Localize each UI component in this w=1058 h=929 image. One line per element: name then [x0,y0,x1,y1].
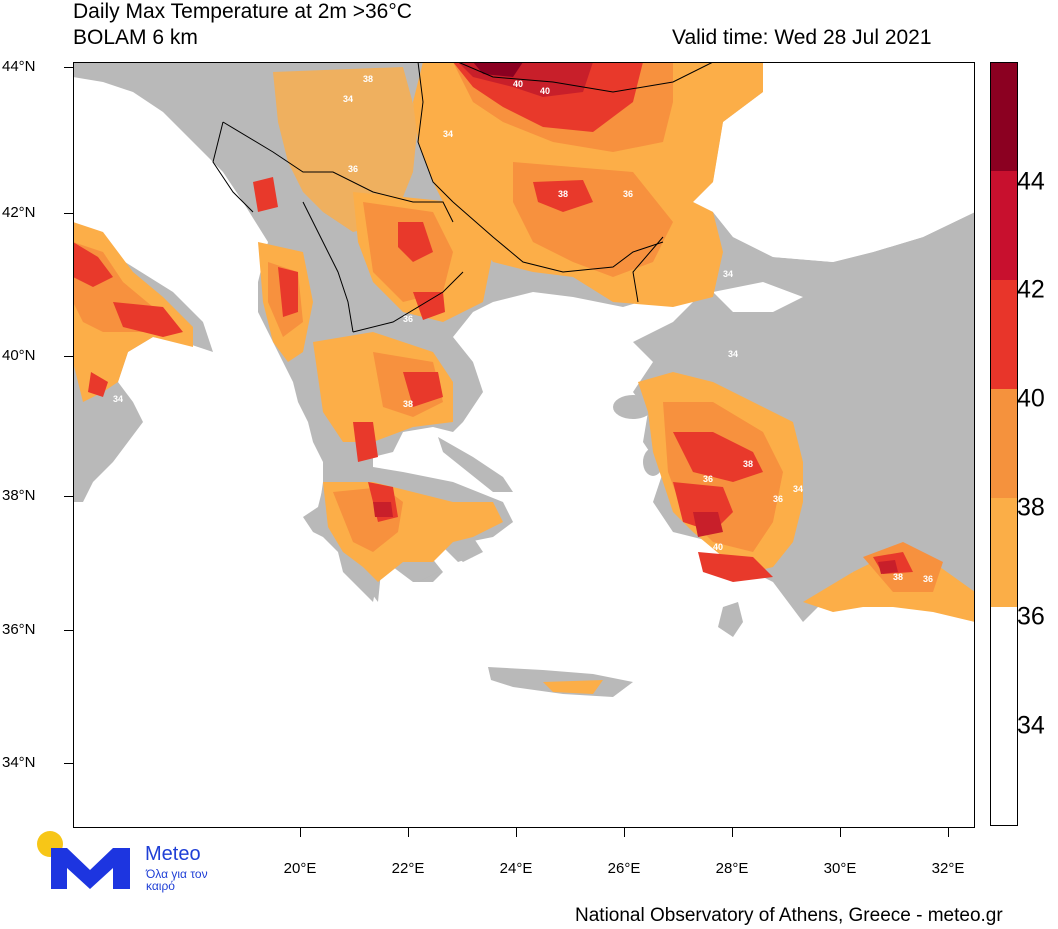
colorbar-segment-44-plus [991,63,1017,171]
contour-label: 38 [363,74,373,84]
lon-tick [408,828,409,837]
lat-label: 44°N [2,58,36,75]
black-sea [693,62,975,262]
temperature-map: 34 34 34 34 34 34 36 36 36 36 36 36 38 3… [73,62,975,828]
lon-tick [516,828,517,837]
lat-tick [64,496,73,497]
band-34-crete [543,680,603,694]
lesbos-landmass [613,395,653,419]
colorbar-segment-36-38 [991,498,1017,607]
contour-label: 38 [893,572,903,582]
contour-label: 38 [743,459,753,469]
footer-credit: National Observatory of Athens, Greece -… [575,905,1003,926]
lat-label: 36°N [2,621,36,638]
lon-tick [300,828,301,837]
colorbar-segment-42-44 [991,171,1017,280]
contour-label: 40 [540,86,550,96]
colorbar-label: 34 [1017,711,1045,740]
map-canvas: 34 34 34 34 34 34 36 36 36 36 36 36 38 3… [73,62,975,697]
country-borders [212,62,714,333]
lon-label: 22°E [391,860,425,877]
model-name: BOLAM 6 km [73,26,198,49]
lon-label: 24°E [499,860,533,877]
lon-label: 20°E [283,860,317,877]
contour-label: 34 [728,349,738,359]
colorbar-label: 42 [1017,275,1045,304]
lat-tick [64,630,73,631]
colorbar [990,62,1018,826]
contour-label: 34 [793,484,803,494]
contour-label: 36 [923,574,933,584]
meteo-logo-icon [37,831,130,889]
lon-tick [732,828,733,837]
contour-label: 38 [558,189,568,199]
marmara-sea [713,282,803,312]
colorbar-label: 44 [1017,167,1045,196]
contour-label: 38 [403,399,413,409]
lat-label: 42°N [2,204,36,221]
contour-label: 40 [513,79,523,89]
lat-label: 40°N [2,347,36,364]
band-34-serbia [273,67,418,232]
map-title: Daily Max Temperature at 2m >36°C [73,0,412,23]
contour-label: 36 [773,494,783,504]
euboea-landmass [438,437,513,492]
logo-name: Meteo [145,843,201,865]
rhodes-landmass [718,602,743,637]
contour-label: 34 [113,394,123,404]
lon-tick [840,828,841,837]
colorbar-segment-below-34 [991,716,1017,825]
contour-label: 36 [403,314,413,324]
contour-label: 34 [343,94,353,104]
contour-label: 40 [713,542,723,552]
logo-tagline: Όλα για τον καιρό [146,867,208,893]
lat-tick [64,213,73,214]
contour-label: 36 [623,189,633,199]
contour-label: 34 [723,269,733,279]
lon-label: 28°E [715,860,749,877]
contour-label: 36 [348,164,358,174]
lat-tick [64,67,73,68]
colorbar-segment-34-36 [991,607,1017,716]
colorbar-label: 38 [1017,493,1045,522]
lat-tick [64,763,73,764]
colorbar-segment-40-42 [991,280,1017,389]
colorbar-segment-38-40 [991,389,1017,498]
contour-labels: 34 34 34 34 34 34 36 36 36 36 36 36 38 3… [113,74,933,584]
lon-label: 32°E [931,860,965,877]
lat-tick [64,356,73,357]
lon-tick [624,828,625,837]
lon-label: 30°E [823,860,857,877]
colorbar-label: 40 [1017,384,1045,413]
lon-tick [948,828,949,837]
lat-label: 38°N [2,487,36,504]
contour-label: 34 [443,129,453,139]
lat-label: 34°N [2,754,36,771]
valid-time: Valid time: Wed 28 Jul 2021 [672,26,932,49]
colorbar-label: 36 [1017,602,1045,631]
lon-label: 26°E [607,860,641,877]
contour-label: 36 [703,474,713,484]
